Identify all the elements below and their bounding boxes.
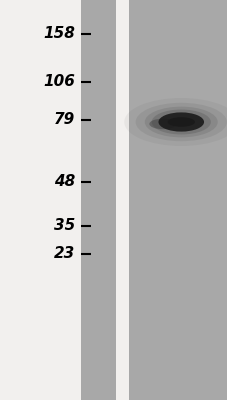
Ellipse shape (158, 112, 203, 132)
Ellipse shape (151, 110, 210, 134)
Bar (0, 0, 81, 400)
Text: 106: 106 (43, 74, 75, 90)
Text: 48: 48 (54, 174, 75, 190)
Text: 158: 158 (43, 26, 75, 42)
Text: 79: 79 (54, 112, 75, 128)
Bar (81, 0, 116, 400)
Ellipse shape (124, 98, 227, 146)
Text: 35: 35 (54, 218, 75, 234)
Ellipse shape (149, 119, 176, 129)
Ellipse shape (135, 103, 226, 141)
Ellipse shape (144, 107, 217, 137)
Bar (128, 0, 227, 400)
Ellipse shape (167, 117, 194, 127)
Bar (116, 0, 128, 400)
Text: 23: 23 (54, 246, 75, 262)
